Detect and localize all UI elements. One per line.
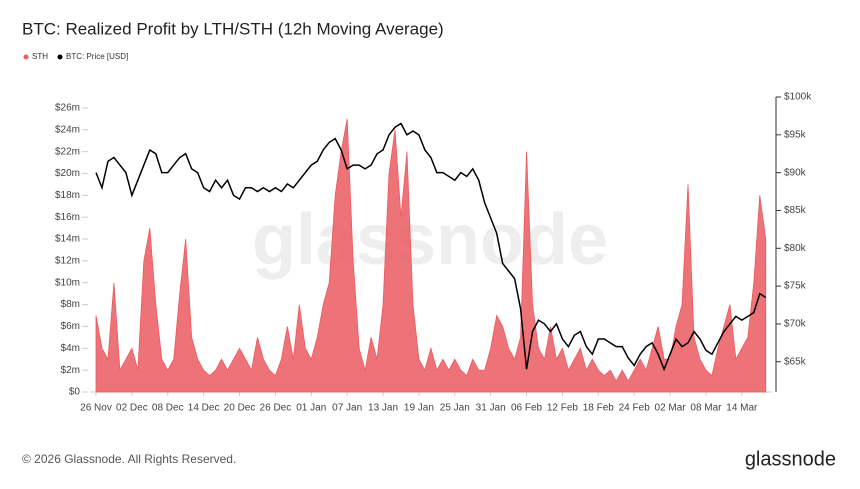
x-tick-label: 08 Dec (152, 403, 184, 414)
y-tick-label: $12m (55, 256, 80, 267)
y-tick-label: $24m (55, 124, 80, 135)
x-tick-label: 01 Jan (296, 403, 326, 414)
x-tick-label: 24 Feb (619, 403, 651, 414)
x-tick-label: 13 Jan (368, 403, 398, 414)
legend-label: BTC: Price [USD] (66, 52, 128, 61)
x-tick-label: 02 Mar (655, 403, 687, 414)
x-tick-label: 20 Dec (224, 403, 256, 414)
y-tick-label: $14m (55, 234, 80, 245)
x-tick-label: 19 Jan (404, 403, 434, 414)
x-tick-label: 07 Jan (332, 403, 362, 414)
chart-title: BTC: Realized Profit by LTH/STH (12h Mov… (22, 19, 444, 38)
y2-tick-label: $90k (784, 167, 807, 178)
x-tick-label: 26 Dec (260, 403, 292, 414)
y-tick-label: $10m (55, 277, 80, 288)
x-tick-label: 25 Jan (440, 403, 470, 414)
x-tick-label: 14 Mar (726, 403, 758, 414)
y-tick-label: $22m (55, 146, 80, 157)
y-tick-label: $6m (61, 321, 80, 332)
y-tick-label: $20m (55, 168, 80, 179)
x-tick-label: 06 Feb (511, 403, 543, 414)
legend-marker (57, 54, 63, 60)
legend-marker (23, 54, 29, 60)
y2-tick-label: $80k (784, 243, 807, 254)
y-tick-label: $18m (55, 190, 80, 201)
y-tick-label: $8m (61, 299, 80, 310)
watermark: glassnode (252, 200, 608, 280)
y-tick-label: $4m (61, 343, 80, 354)
legend-label: STH (32, 52, 48, 61)
y2-tick-label: $95k (784, 129, 807, 140)
logo: glassnode (745, 448, 836, 470)
y-tick-label: $0 (69, 387, 81, 398)
x-tick-label: 26 Nov (80, 403, 112, 414)
y2-tick-label: $70k (784, 319, 807, 330)
x-tick-label: 02 Dec (116, 403, 148, 414)
y2-tick-label: $85k (784, 205, 807, 216)
y2-tick-label: $100k (784, 92, 812, 103)
y-tick-label: $2m (61, 365, 80, 376)
y2-tick-label: $65k (784, 356, 807, 367)
x-tick-label: 31 Jan (476, 403, 506, 414)
y-tick-label: $16m (55, 212, 80, 223)
line (95, 122, 767, 372)
y2-tick-label: $75k (784, 281, 807, 292)
footer: © 2026 Glassnode. All Rights Reserved. (22, 452, 236, 466)
x-tick-label: 08 Mar (690, 403, 722, 414)
y-tick-label: $26m (55, 103, 80, 114)
area (95, 118, 767, 393)
x-tick-label: 12 Feb (547, 403, 579, 414)
x-tick-label: 18 Feb (583, 403, 615, 414)
x-tick-label: 14 Dec (188, 403, 220, 414)
